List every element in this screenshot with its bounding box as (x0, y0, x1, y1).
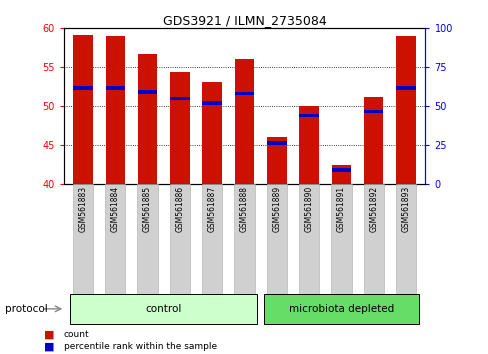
Text: control: control (145, 304, 182, 314)
Text: GSM561884: GSM561884 (111, 186, 120, 232)
Bar (331, 168, 350, 172)
Text: GSM561889: GSM561889 (272, 186, 281, 232)
Bar (138, 54, 157, 184)
Text: percentile rank within the sample: percentile rank within the sample (63, 342, 216, 352)
Text: GSM561883: GSM561883 (78, 186, 87, 232)
Bar (105, 86, 125, 90)
Bar (138, 90, 157, 94)
Text: ■: ■ (44, 330, 54, 339)
Bar (234, 92, 254, 96)
Text: GSM561885: GSM561885 (143, 186, 152, 232)
Text: GSM561891: GSM561891 (336, 186, 345, 232)
Bar (299, 114, 318, 117)
Text: GSM561893: GSM561893 (401, 186, 410, 232)
Text: protocol: protocol (5, 304, 47, 314)
Bar (234, 59, 254, 184)
Bar (105, 36, 125, 184)
Bar (331, 165, 350, 184)
Bar (202, 101, 222, 105)
Text: GSM561890: GSM561890 (304, 186, 313, 232)
Text: ■: ■ (44, 342, 54, 352)
Text: GSM561887: GSM561887 (207, 186, 216, 232)
Bar (363, 110, 383, 113)
Bar (73, 35, 92, 184)
Bar (266, 137, 286, 184)
Text: GSM561892: GSM561892 (368, 186, 377, 232)
Title: GDS3921 / ILMN_2735084: GDS3921 / ILMN_2735084 (163, 14, 325, 27)
Text: GSM561886: GSM561886 (175, 186, 184, 232)
Bar (299, 106, 318, 184)
Bar (396, 36, 415, 184)
Text: microbiota depleted: microbiota depleted (288, 304, 393, 314)
Bar (266, 141, 286, 144)
Bar (73, 86, 92, 90)
Bar (170, 72, 189, 184)
Bar (170, 97, 189, 100)
Text: GSM561888: GSM561888 (240, 186, 248, 232)
Bar (396, 86, 415, 90)
Bar (363, 97, 383, 184)
Text: count: count (63, 330, 89, 339)
Bar (202, 82, 222, 184)
